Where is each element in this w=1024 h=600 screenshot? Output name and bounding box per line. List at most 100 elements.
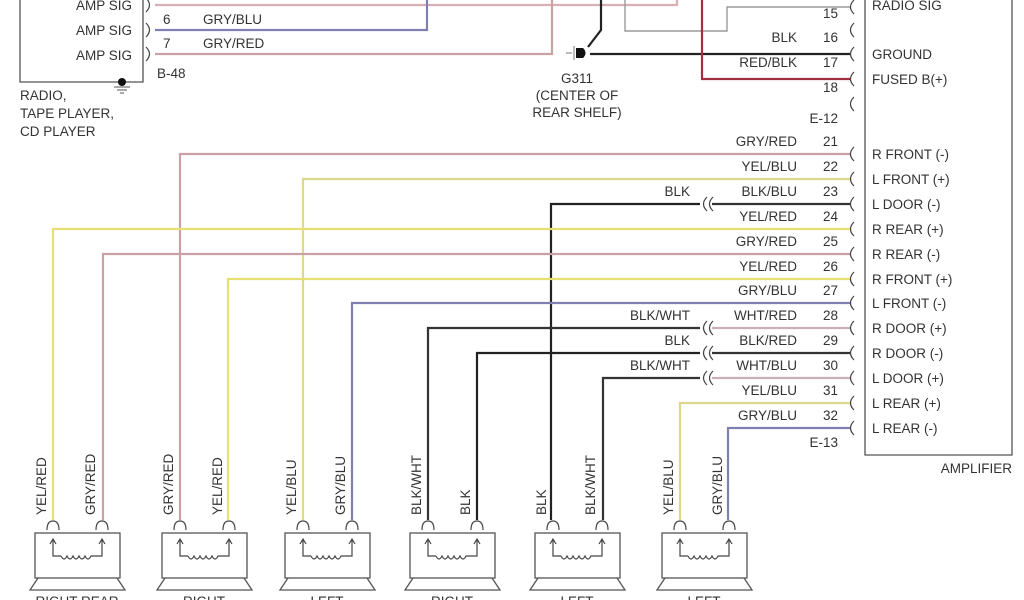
wire-radio-sig: [624, 0, 850, 32]
speaker: GRY/RED YEL/RED RIGHT: [155, 453, 254, 600]
inline-wire-color: BLK/WHT: [630, 358, 690, 373]
amp-pin-number: 32: [823, 408, 838, 423]
inline-connector: [708, 370, 714, 386]
speaker-terminal: [673, 520, 687, 531]
wire-gry-blu-6: [155, 0, 429, 32]
amp-pin-number: 30: [823, 358, 838, 373]
inline-connector: [702, 345, 708, 361]
speaker-wire-color: YEL/BLU: [284, 459, 299, 515]
inline-wire-color: BLK: [664, 184, 690, 199]
amp-connector-terminal: [849, 395, 855, 411]
speaker-terminal: [421, 520, 435, 531]
radio-pin-number: 7: [163, 36, 171, 51]
amp-wire-color: BLK/RED: [739, 333, 797, 348]
amp-pin-number: 26: [823, 259, 838, 274]
speaker-terminal: [595, 520, 609, 531]
speaker-name: LEFT: [560, 594, 593, 600]
speaker-cone-icon: [655, 577, 754, 591]
speaker-wire-color: GRY/BLU: [710, 456, 725, 515]
speaker-wire-color: BLK/WHT: [583, 455, 598, 515]
amp-wire-color: YEL/BLU: [741, 159, 797, 174]
wire-run: [678, 401, 850, 520]
connector-id-e12: E-12: [809, 111, 838, 126]
speaker-cone-icon: [28, 577, 127, 591]
wire-gry-red-7: [155, 0, 554, 56]
radio-label: RADIO,: [20, 88, 67, 103]
speaker-coil-icon: [176, 537, 233, 560]
wire-run: [101, 252, 850, 520]
amp-pin-function: L FRONT (+): [872, 172, 950, 187]
speaker-coil-icon: [549, 537, 606, 560]
amp-connector-terminal: [849, 370, 855, 386]
speaker: BLK BLK/WHT LEFT: [528, 455, 627, 600]
speaker-cone-icon: [155, 577, 254, 591]
amp-pin-number: 24: [823, 209, 839, 224]
amp-wire-color: YEL/BLU: [741, 383, 797, 398]
speaker-cone-icon: [403, 577, 502, 591]
speaker-terminal: [222, 520, 236, 531]
speaker-cone-icon: [528, 577, 627, 591]
wire-run: [350, 301, 850, 520]
speaker-wire-color: BLK: [458, 489, 473, 515]
amp-connector-terminal: [849, 420, 855, 436]
speaker-terminal: [722, 520, 736, 531]
speaker-coil-icon: [49, 537, 106, 560]
wire-fused-b: [700, 0, 850, 81]
amp-pin-function: R FRONT (+): [872, 272, 952, 287]
amp-pin-function: L REAR (+): [872, 396, 941, 411]
amp-wire-color: GRY/BLU: [738, 283, 797, 298]
amp-pin-number: 23: [823, 184, 838, 199]
wire-run: [301, 177, 850, 520]
amp-pin-number: 15: [823, 6, 838, 21]
inline-connector: [702, 370, 708, 386]
radio-wire-color: GRY/RED: [203, 36, 265, 51]
wire-ground-riser: [587, 0, 603, 48]
wire-run: [726, 426, 850, 520]
amp-pin-number: 21: [823, 134, 838, 149]
amplifier-function: RADIO SIG: [872, 0, 942, 13]
amp-connector-terminal: [849, 146, 855, 162]
amp-pin-function: R REAR (+): [872, 222, 944, 237]
amp-pin-number: 27: [823, 283, 838, 298]
speaker-wire-color: GRY/RED: [161, 453, 176, 515]
radio-box: [19, 0, 144, 83]
radio-pin-function: AMP SIG: [76, 48, 132, 63]
speaker-wire-color: BLK: [534, 489, 549, 515]
speaker-name: RIGHT: [183, 594, 225, 600]
amp-connector-terminal: [849, 196, 855, 212]
amp-connector-terminal: [849, 271, 855, 287]
amp-pin-number: 28: [823, 308, 838, 323]
speaker-wire-color: YEL/RED: [210, 457, 225, 515]
speaker-terminal: [470, 520, 484, 531]
connector-id-e13: E-13: [809, 435, 838, 450]
speaker-name: LEFT: [310, 594, 343, 600]
amp-wire-color: GRY/BLU: [738, 408, 797, 423]
amp-pin-function: L DOOR (+): [872, 371, 944, 386]
speaker-wire-color: GRY/RED: [83, 453, 98, 515]
speaker: YEL/BLU GRY/BLU LEFT: [655, 456, 754, 600]
radio-connector-terminal: [145, 22, 151, 38]
amp-connector-terminal: [849, 0, 855, 15]
speaker: YEL/RED GRY/RED RIGHT REAR: [28, 453, 127, 600]
amp-connector-terminal: [849, 22, 855, 38]
speaker-terminal: [345, 520, 359, 531]
speaker-coil-icon: [299, 537, 356, 560]
amp-wire-color: RED/BLK: [739, 55, 797, 70]
radio-pin-function: AMP SIG: [76, 0, 132, 13]
amp-wire-color: WHT/BLU: [736, 358, 797, 373]
radio-connector-terminal: [145, 46, 151, 62]
inline-connector: [702, 320, 708, 336]
inline-connector: [702, 196, 708, 212]
speaker-wire-color: YEL/RED: [34, 457, 49, 515]
speaker-terminal: [546, 520, 560, 531]
amp-connector-terminal: [849, 320, 855, 336]
radio-label: TAPE PLAYER,: [20, 106, 114, 121]
amp-pin-number: 29: [823, 333, 838, 348]
speaker-coil-icon: [424, 537, 481, 560]
inline-connector: [708, 196, 714, 212]
wire-run: [178, 152, 850, 520]
speaker: YEL/BLU GRY/BLU LEFT: [278, 456, 377, 600]
speaker-wire-color: BLK/WHT: [409, 455, 424, 515]
amp-wire-color: YEL/RED: [739, 209, 797, 224]
amp-pin-number: 31: [823, 383, 838, 398]
